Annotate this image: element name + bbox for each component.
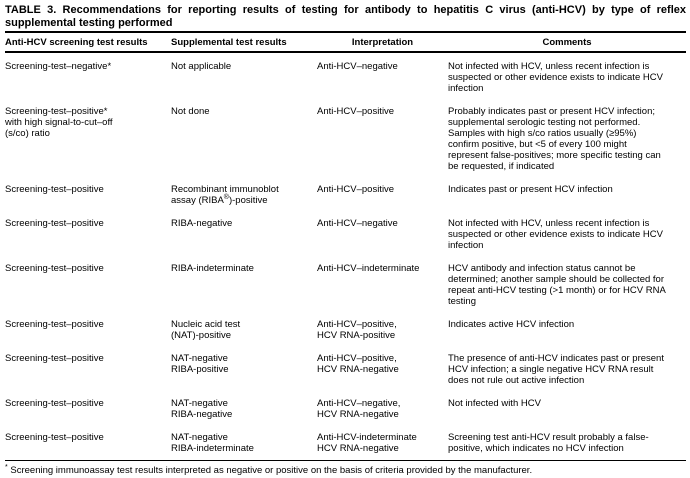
anti-hcv-reporting-table: Anti-HCV screening test results Suppleme… — [5, 33, 686, 461]
table-title-line1: TABLE 3. Recommendations for reporting r… — [5, 4, 686, 16]
column-header-screening: Anti-HCV screening test results — [5, 33, 171, 53]
cell-supplemental: Recombinant immunoblot assay (RIBA®)-pos… — [171, 178, 317, 212]
cell-interpretation: Anti-HCV–positive — [317, 184, 395, 195]
cell-comments: Not infected with HCV, unless recent inf… — [448, 61, 663, 94]
cell-screening: Screening-test–positive — [5, 263, 104, 274]
cell-screening: Screening-test–positive — [5, 184, 104, 195]
supplemental-text: )-positive — [228, 195, 268, 206]
cell-supplemental: RIBA-indeterminate — [171, 263, 254, 274]
table-row: Screening-test–positive RIBA-negative An… — [5, 212, 686, 257]
cell-screening: Screening-test–positive — [5, 353, 104, 364]
cell-interpretation: Anti-HCV–positive — [317, 106, 395, 117]
cell-supplemental: NAT-negative RIBA-negative — [171, 398, 233, 420]
column-header-interpretation: Interpretation — [317, 33, 448, 53]
cell-comments: Probably indicates past or present HCV i… — [448, 106, 661, 172]
column-header-comments: Comments — [448, 33, 686, 53]
footnote-text: Screening immunoassay test results inter… — [7, 465, 533, 476]
cell-screening: Screening-test–positive — [5, 218, 104, 229]
cell-screening: Screening-test–positive — [5, 398, 104, 409]
table-row: Screening-test–positive* with high signa… — [5, 100, 686, 178]
cell-supplemental: Not applicable — [171, 61, 232, 72]
cell-screening: Screening-test–positive — [5, 426, 171, 461]
table-row: Screening-test–positive NAT-negative RIB… — [5, 347, 686, 392]
cell-interpretation: Anti-HCV–negative — [317, 61, 398, 72]
cell-interpretation: Anti-HCV–indeterminate — [317, 263, 420, 274]
cell-supplemental: Not done — [171, 106, 210, 117]
table-title: TABLE 3. Recommendations for reporting r… — [5, 4, 686, 33]
table-row: Screening-test–negative* Not applicable … — [5, 52, 686, 100]
cell-comments: HCV antibody and infection status cannot… — [448, 263, 666, 307]
cell-comments: Indicates past or present HCV infection — [448, 184, 613, 195]
cell-screening: Screening-test–positive — [5, 319, 104, 330]
cell-interpretation: Anti-HCV-indeterminate HCV RNA-negative — [317, 426, 448, 461]
footnote: * Screening immunoassay test results int… — [5, 461, 686, 476]
cell-comments: Indicates active HCV infection — [448, 319, 575, 330]
table-title-line2: supplemental testing performed — [5, 16, 173, 29]
cell-screening: Screening-test–positive* with high signa… — [5, 106, 113, 139]
column-header-supplemental: Supplemental test results — [171, 33, 317, 53]
header-row: Anti-HCV screening test results Suppleme… — [5, 33, 686, 53]
cell-supplemental: RIBA-negative — [171, 218, 233, 229]
footnote-marker: * — [5, 463, 8, 471]
registered-trademark-symbol: ® — [223, 193, 229, 201]
cell-comments: The presence of anti-HCV indicates past … — [448, 353, 664, 386]
table-row: Screening-test–positive NAT-negative RIB… — [5, 392, 686, 426]
cell-comments: Not infected with HCV, unless recent inf… — [448, 218, 663, 251]
supplemental-text: Recombinant immunoblot assay (RIBA — [171, 184, 279, 206]
table-row: Screening-test–positive RIBA-indetermina… — [5, 257, 686, 313]
table-row: Screening-test–positive Recombinant immu… — [5, 178, 686, 212]
cell-interpretation: Anti-HCV–negative, HCV RNA-negative — [317, 398, 401, 420]
cell-supplemental: NAT-negative RIBA-positive — [171, 353, 229, 375]
cell-interpretation: Anti-HCV–positive, HCV RNA-positive — [317, 319, 397, 341]
cell-supplemental: Nucleic acid test (NAT)-positive — [171, 319, 241, 341]
cell-supplemental: NAT-negative RIBA-indeterminate — [171, 426, 317, 461]
cell-interpretation: Anti-HCV–negative — [317, 218, 398, 229]
table-row: Screening-test–positive NAT-negative RIB… — [5, 426, 686, 461]
cell-interpretation: Anti-HCV–positive, HCV RNA-negative — [317, 353, 399, 375]
table-row: Screening-test–positive Nucleic acid tes… — [5, 313, 686, 347]
cell-comments: Not infected with HCV — [448, 398, 541, 409]
cell-comments: Screening test anti-HCV result probably … — [448, 426, 686, 461]
cell-screening: Screening-test–negative* — [5, 61, 112, 72]
